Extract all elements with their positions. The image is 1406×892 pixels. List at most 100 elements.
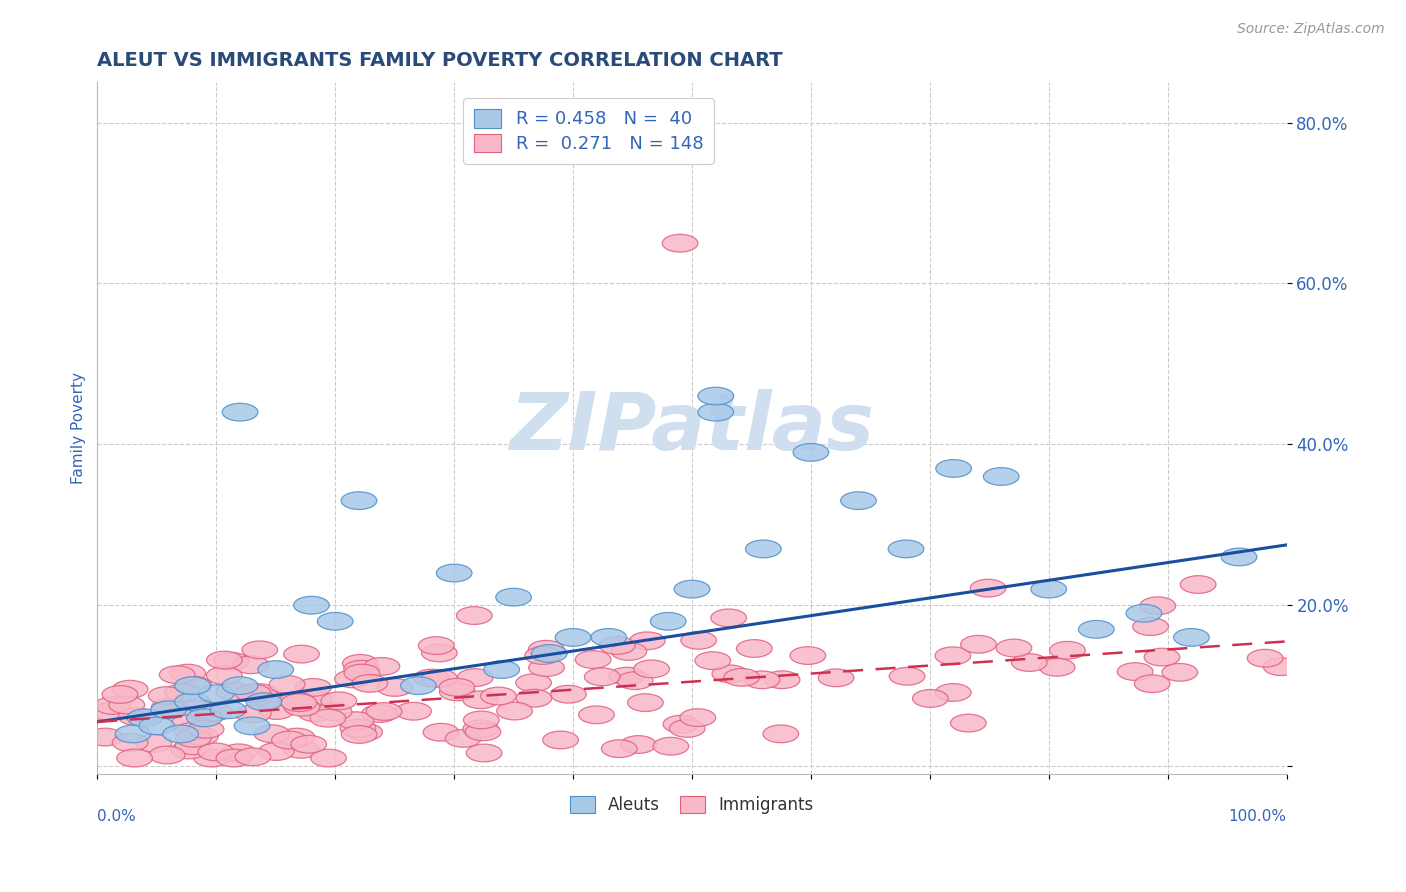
Ellipse shape — [295, 679, 332, 697]
Ellipse shape — [159, 666, 195, 683]
Ellipse shape — [335, 670, 370, 688]
Ellipse shape — [294, 597, 329, 614]
Ellipse shape — [318, 613, 353, 630]
Ellipse shape — [361, 705, 398, 723]
Ellipse shape — [1144, 648, 1180, 666]
Ellipse shape — [172, 741, 207, 759]
Ellipse shape — [524, 647, 561, 665]
Ellipse shape — [697, 403, 734, 421]
Text: 0.0%: 0.0% — [97, 809, 136, 823]
Ellipse shape — [818, 669, 853, 687]
Ellipse shape — [484, 661, 520, 679]
Ellipse shape — [609, 667, 645, 685]
Ellipse shape — [259, 743, 294, 760]
Ellipse shape — [183, 728, 218, 745]
Ellipse shape — [198, 685, 235, 703]
Ellipse shape — [242, 684, 277, 701]
Ellipse shape — [612, 642, 647, 660]
Ellipse shape — [496, 589, 531, 606]
Ellipse shape — [464, 711, 499, 729]
Ellipse shape — [496, 702, 533, 720]
Ellipse shape — [529, 658, 564, 676]
Ellipse shape — [463, 720, 499, 738]
Ellipse shape — [91, 703, 127, 721]
Ellipse shape — [278, 692, 315, 710]
Ellipse shape — [150, 701, 187, 719]
Text: 100.0%: 100.0% — [1229, 809, 1286, 823]
Ellipse shape — [176, 676, 212, 694]
Ellipse shape — [1133, 618, 1168, 635]
Ellipse shape — [297, 690, 332, 708]
Ellipse shape — [467, 744, 502, 762]
Ellipse shape — [529, 640, 564, 658]
Ellipse shape — [543, 731, 578, 748]
Ellipse shape — [316, 703, 352, 721]
Ellipse shape — [197, 703, 232, 721]
Ellipse shape — [457, 669, 494, 687]
Ellipse shape — [745, 540, 782, 558]
Ellipse shape — [176, 737, 211, 755]
Ellipse shape — [298, 704, 333, 722]
Ellipse shape — [284, 698, 319, 716]
Ellipse shape — [765, 671, 800, 689]
Ellipse shape — [602, 739, 637, 757]
Ellipse shape — [673, 581, 710, 598]
Ellipse shape — [695, 652, 731, 670]
Ellipse shape — [617, 672, 652, 690]
Ellipse shape — [634, 660, 669, 678]
Ellipse shape — [211, 701, 246, 719]
Ellipse shape — [174, 693, 211, 711]
Ellipse shape — [152, 698, 187, 716]
Ellipse shape — [1031, 581, 1067, 598]
Ellipse shape — [744, 671, 780, 689]
Ellipse shape — [413, 669, 450, 687]
Ellipse shape — [1078, 621, 1114, 638]
Ellipse shape — [1135, 675, 1170, 692]
Ellipse shape — [283, 740, 319, 758]
Ellipse shape — [1174, 629, 1209, 646]
Ellipse shape — [366, 703, 402, 721]
Ellipse shape — [912, 690, 948, 707]
Ellipse shape — [401, 677, 436, 695]
Ellipse shape — [118, 708, 155, 725]
Ellipse shape — [139, 717, 174, 735]
Ellipse shape — [217, 749, 252, 767]
Ellipse shape — [103, 686, 138, 703]
Ellipse shape — [340, 720, 375, 737]
Ellipse shape — [364, 657, 399, 675]
Ellipse shape — [198, 743, 233, 761]
Ellipse shape — [463, 691, 499, 708]
Ellipse shape — [377, 679, 413, 697]
Ellipse shape — [591, 629, 627, 646]
Ellipse shape — [575, 650, 612, 668]
Ellipse shape — [352, 674, 388, 692]
Ellipse shape — [711, 665, 748, 682]
Ellipse shape — [246, 693, 281, 711]
Ellipse shape — [247, 690, 283, 708]
Ellipse shape — [440, 683, 475, 701]
Text: ZIPatlas: ZIPatlas — [509, 389, 875, 467]
Ellipse shape — [681, 632, 717, 649]
Ellipse shape — [664, 715, 699, 733]
Ellipse shape — [235, 748, 271, 765]
Ellipse shape — [516, 674, 551, 691]
Ellipse shape — [516, 690, 551, 707]
Ellipse shape — [465, 723, 501, 740]
Ellipse shape — [630, 632, 665, 649]
Ellipse shape — [217, 682, 252, 700]
Ellipse shape — [935, 647, 970, 665]
Ellipse shape — [259, 702, 294, 719]
Ellipse shape — [889, 540, 924, 558]
Ellipse shape — [165, 684, 200, 701]
Ellipse shape — [188, 721, 224, 738]
Ellipse shape — [127, 709, 163, 727]
Ellipse shape — [194, 749, 229, 767]
Ellipse shape — [112, 681, 148, 698]
Ellipse shape — [697, 387, 734, 405]
Ellipse shape — [531, 645, 567, 663]
Ellipse shape — [172, 714, 207, 732]
Ellipse shape — [662, 235, 697, 252]
Ellipse shape — [344, 665, 380, 682]
Ellipse shape — [291, 735, 326, 753]
Ellipse shape — [1118, 663, 1153, 681]
